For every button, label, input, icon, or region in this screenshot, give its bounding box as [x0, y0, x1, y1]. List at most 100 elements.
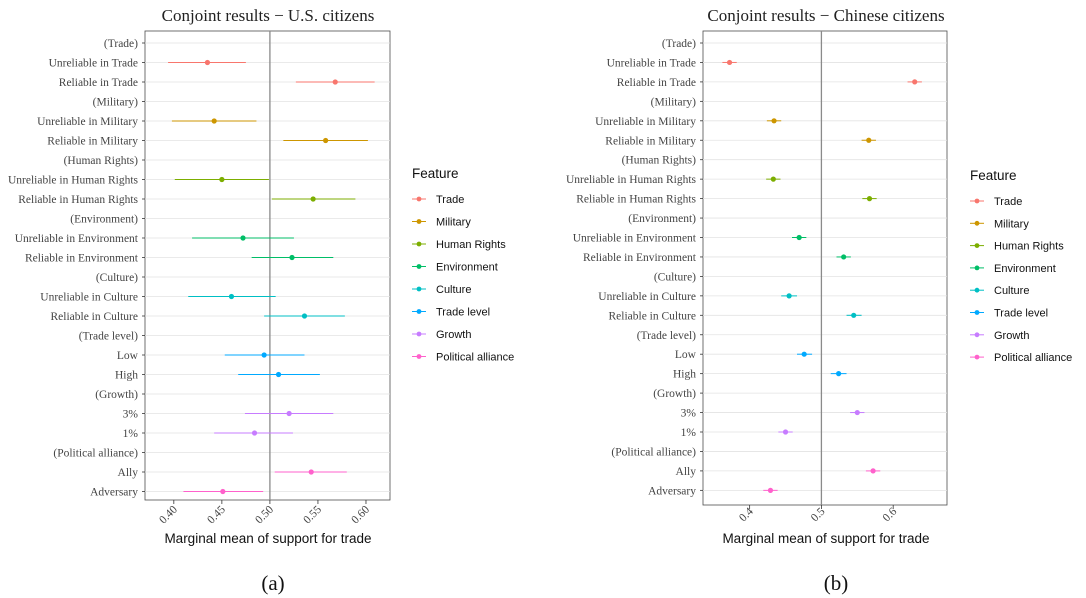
row-label: High — [115, 370, 138, 382]
plot-area — [144, 30, 391, 501]
data-point — [220, 488, 226, 495]
legend-item-label: Military — [994, 218, 1029, 230]
row-label: Adversary — [648, 485, 696, 497]
row-label: Unreliable in Environment — [573, 233, 697, 245]
legend-key-point — [416, 196, 422, 202]
row-label: Reliable in Environment — [25, 253, 139, 265]
data-point — [801, 351, 807, 357]
legend-item-label: Trade level — [436, 307, 490, 319]
data-point — [240, 235, 246, 241]
data-point — [866, 196, 873, 202]
data-point — [782, 429, 789, 435]
row-label: (Trade level) — [79, 331, 138, 343]
legend-title: Feature — [412, 166, 459, 181]
row-label: Unreliable in Trade — [607, 57, 696, 69]
x-tick-label: 0.45 — [205, 503, 228, 526]
legend-key-point — [974, 354, 980, 360]
data-point — [301, 313, 308, 319]
row-label: 3% — [123, 409, 139, 421]
data-point — [211, 118, 217, 124]
data-point — [289, 254, 295, 261]
data-point — [870, 468, 876, 474]
row-label: Ally — [118, 467, 139, 479]
row-label: Reliable in Military — [47, 136, 138, 148]
legend-key-point — [974, 287, 980, 293]
row-label: (Culture) — [654, 271, 696, 283]
legend-item-label: Growth — [994, 330, 1029, 342]
x-tick-label: 0.60 — [349, 503, 372, 526]
row-label: (Political alliance) — [53, 448, 138, 460]
row-label: Reliable in Human Rights — [576, 194, 696, 206]
legend-item-label: Military — [436, 217, 471, 229]
x-tick-label: 0.40 — [157, 503, 180, 526]
row-label: Reliable in Culture — [608, 310, 696, 322]
legend-key-point — [974, 310, 980, 315]
x-tick-label: 0.5 — [809, 505, 828, 524]
row-label: (Trade) — [104, 38, 138, 50]
row-label: Low — [675, 349, 697, 361]
legend-key-point — [416, 331, 422, 337]
chart-panel-a: Conjoint results − U.S. citizens (Trade) U… — [8, 6, 514, 595]
data-point — [786, 293, 792, 299]
row-label: Reliable in Human Rights — [18, 194, 138, 206]
data-point — [767, 487, 774, 493]
row-label: Unreliable in Military — [37, 116, 138, 128]
legend-item-label: Culture — [994, 285, 1029, 297]
x-tick-label: 0.55 — [301, 503, 324, 526]
legend-item-label: Trade — [994, 196, 1022, 208]
data-point — [261, 352, 267, 358]
plot-area — [702, 30, 948, 506]
row-label: 1% — [123, 428, 139, 440]
data-point — [726, 59, 733, 66]
row-label: (Growth) — [653, 388, 696, 400]
data-point — [796, 234, 802, 241]
legend-key-point — [416, 354, 422, 359]
data-point — [228, 293, 235, 300]
data-point — [219, 176, 225, 183]
row-label: Unreliable in Culture — [598, 291, 696, 303]
x-axis-label: Marginal mean of support for trade — [164, 531, 371, 546]
legend-key-point — [974, 198, 980, 204]
legend-item-label: Growth — [436, 329, 471, 341]
chart-title: Conjoint results − Chinese citizens — [707, 6, 944, 25]
row-label: (Military) — [93, 97, 139, 109]
row-label: High — [673, 369, 696, 381]
data-point — [308, 469, 314, 475]
row-label: (Trade level) — [637, 330, 696, 342]
data-point — [771, 118, 777, 124]
row-label: Unreliable in Human Rights — [566, 174, 697, 186]
chart-title: Conjoint results − U.S. citizens — [162, 6, 375, 25]
row-label: (Environment) — [70, 214, 138, 226]
row-label: Reliable in Culture — [50, 311, 138, 323]
row-label: Unreliable in Environment — [15, 233, 139, 245]
legend-item-label: Political alliance — [436, 352, 514, 364]
data-point — [286, 410, 292, 417]
row-label: Adversary — [90, 487, 138, 499]
data-point — [310, 196, 316, 202]
legend-key-point — [416, 286, 422, 292]
x-tick-label: 0.4 — [737, 505, 756, 524]
legend-key-point — [974, 243, 980, 249]
row-label: 1% — [681, 427, 697, 439]
legend-item-label: Trade level — [994, 308, 1048, 320]
x-tick-label: 0.50 — [253, 503, 276, 526]
legend-item-label: Trade — [436, 194, 464, 206]
row-label: (Growth) — [95, 389, 138, 401]
data-point — [770, 176, 776, 182]
legend-key-point — [416, 309, 422, 314]
data-point — [275, 371, 282, 378]
row-label: (Culture) — [96, 272, 138, 284]
data-point — [854, 409, 860, 416]
legend-key-point — [416, 219, 422, 224]
legend-key-point — [974, 332, 980, 338]
data-point — [851, 312, 857, 318]
row-label: Reliable in Military — [605, 135, 696, 147]
row-label: Low — [117, 350, 139, 362]
row-label: (Trade) — [662, 38, 696, 50]
row-label: (Military) — [651, 96, 697, 108]
row-label: Unreliable in Culture — [40, 292, 138, 304]
legend-key-point — [416, 241, 422, 247]
legend-item-label: Environment — [994, 263, 1056, 275]
legend-title: Feature — [970, 168, 1017, 183]
legend-item-label: Political alliance — [994, 352, 1072, 364]
